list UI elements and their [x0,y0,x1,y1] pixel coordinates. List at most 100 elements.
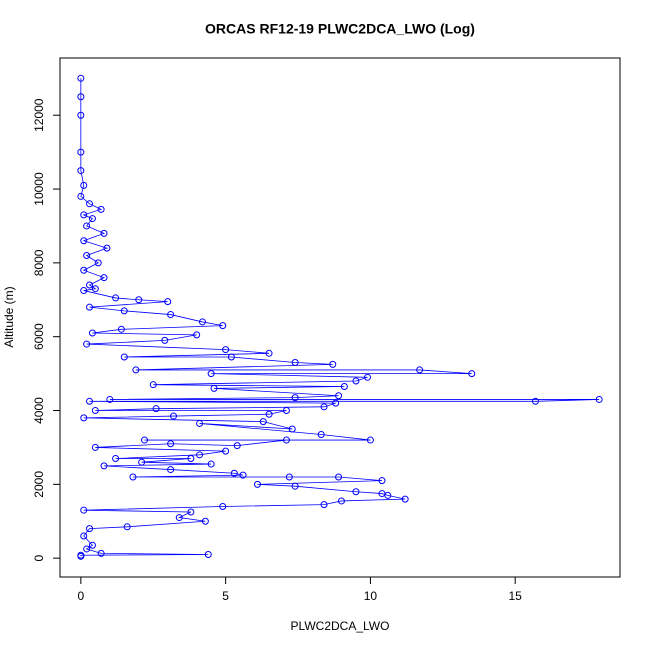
y-tick-label: 8000 [32,249,46,276]
data-point [138,458,146,466]
data-point [170,412,178,420]
data-point [117,325,125,333]
data-point [401,495,409,503]
data-point [86,525,94,533]
data-point [77,93,85,101]
data-point [77,148,85,156]
data-point [167,466,175,474]
data-point [132,366,140,374]
data-point [219,502,227,510]
data-point [83,251,91,259]
data-point [366,436,374,444]
data-point [352,488,360,496]
data-point [86,200,94,208]
data-point [97,205,105,213]
x-tick-label: 0 [78,589,85,603]
data-point [112,294,120,302]
data-point [149,381,157,389]
data-point [120,307,128,315]
data-point [265,349,273,357]
data-point [123,523,131,531]
data-point [187,508,195,516]
data-point [112,455,120,463]
data-point [259,418,267,426]
data-point [468,370,476,378]
data-point [288,425,296,433]
data-point [80,532,88,540]
data-point [88,215,96,223]
data-point [100,462,108,470]
data-point [204,550,212,558]
data-point [106,395,114,403]
data-point [83,545,91,553]
data-point [384,491,392,499]
data-point [161,336,169,344]
data-point [103,244,111,252]
data-point [198,318,206,326]
data-point [595,395,603,403]
data-point [340,383,348,391]
data-point [282,436,290,444]
data-point [219,322,227,330]
data-point [291,482,299,490]
data-point [97,549,105,557]
data-point [141,436,149,444]
data-point [80,237,88,245]
data-point [86,303,94,311]
data-point [91,285,99,293]
data-point [317,431,325,439]
data-point [210,384,218,392]
data-point [285,473,293,481]
chart-title: ORCAS RF12-19 PLWC2DCA_LWO (Log) [205,21,475,37]
data-point [332,399,340,407]
data-point [91,407,99,415]
data-point [100,274,108,282]
data-point [83,222,91,230]
y-tick-label: 12000 [32,98,46,132]
data-point [335,392,343,400]
x-tick-label: 5 [222,589,229,603]
y-tick-label: 10000 [32,172,46,206]
data-point [80,287,88,295]
data-point [364,373,372,381]
data-point [291,359,299,367]
data-point [352,377,360,385]
data-point [88,541,96,549]
data-point [77,167,85,175]
data-point [80,506,88,514]
y-tick-label: 0 [32,555,46,562]
data-point [378,477,386,485]
plot-frame [59,57,621,578]
data-point [77,192,85,200]
y-axis-label: Altitude (m) [2,286,16,347]
data-point [80,211,88,219]
data-point [193,331,201,339]
data-point [100,229,108,237]
data-point [83,340,91,348]
data-point [80,414,88,422]
data-point [167,440,175,448]
data-point [320,403,328,411]
data-point [80,266,88,274]
data-point [291,394,299,402]
data-point [88,329,96,337]
data-point [129,473,137,481]
data-point [230,469,238,477]
x-axis-label: PLWC2DCA_LWO [291,619,390,633]
data-point [175,514,183,522]
data-point [135,296,143,304]
data-point [282,407,290,415]
data-point [120,353,128,361]
data-point [227,353,235,361]
data-point [207,460,215,468]
data-point [80,181,88,189]
data-point [77,74,85,82]
data-point [94,259,102,267]
data-point [187,455,195,463]
x-tick-label: 15 [509,589,523,603]
data-point [337,497,345,505]
data-point [201,517,209,525]
data-point [253,480,261,488]
data-point [86,281,94,289]
